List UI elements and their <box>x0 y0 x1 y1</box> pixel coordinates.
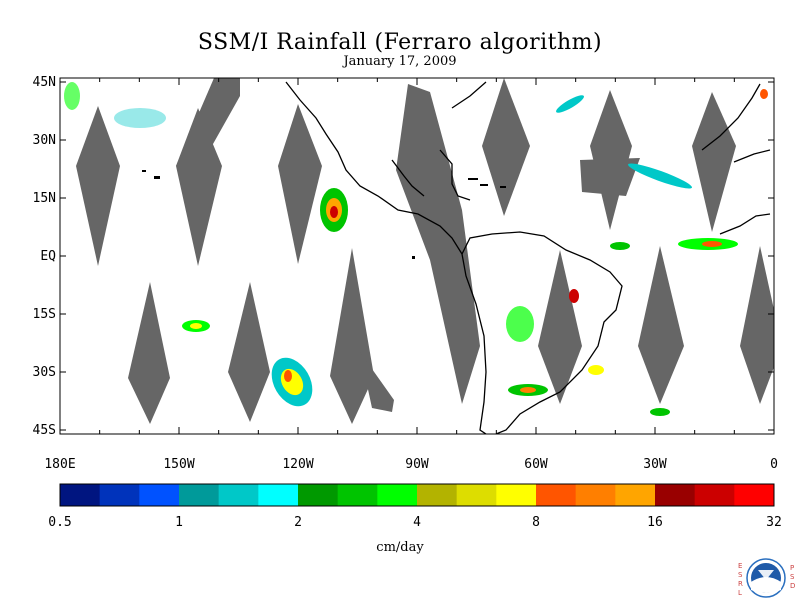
lon-label: 30W <box>643 457 667 472</box>
lon-label: 0 <box>770 457 778 472</box>
colorbar-swatch <box>218 484 259 506</box>
logo-letter-p: P <box>790 564 795 572</box>
colorbar-tick-labels: 0.5 1 2 4 8 16 32 <box>48 515 782 530</box>
islands <box>142 170 506 259</box>
map-subtitle: January 17, 2009 <box>343 54 457 69</box>
colorbar-tick-label: 32 <box>766 515 782 530</box>
rainfall-cells <box>64 82 768 416</box>
colorbar-units: cm/day <box>376 540 424 555</box>
longitude-axis: 180E 150W 120W 90W 60W 30W 0 <box>44 78 778 472</box>
colorbar-swatch <box>179 484 220 506</box>
colorbar-swatch <box>536 484 577 506</box>
logo-letter-r: R <box>738 580 743 588</box>
colorbar-swatch <box>60 484 101 506</box>
logo-letter-e: E <box>738 562 743 570</box>
swath-gaps <box>76 78 774 424</box>
colorbar-swatch <box>139 484 180 506</box>
colorbar-swatch <box>575 484 616 506</box>
logo-letter-s: S <box>738 571 743 579</box>
colorbar-swatch <box>694 484 735 506</box>
map-area <box>60 78 774 434</box>
logo-letter-l: L <box>738 589 742 597</box>
lon-label: 150W <box>163 457 194 472</box>
colorbar-swatch <box>417 484 458 506</box>
lon-label: 60W <box>524 457 548 472</box>
lat-label: 30S <box>33 365 56 380</box>
logo-letter-d: D <box>790 582 796 590</box>
lon-label: 180E <box>44 457 75 472</box>
coastlines <box>285 81 771 434</box>
lat-label: 45N <box>33 75 56 90</box>
colorbar-tick-label: 0.5 <box>48 515 71 530</box>
colorbar-swatch <box>298 484 339 506</box>
colorbar-tick-label: 4 <box>413 515 421 530</box>
lat-label: EQ <box>40 249 56 264</box>
colorbar-swatch <box>496 484 537 506</box>
lat-label: 15S <box>33 307 56 322</box>
lat-label: 30N <box>33 133 56 148</box>
colorbar-swatch <box>337 484 378 506</box>
colorbar-swatch <box>99 484 140 506</box>
colorbar-tick-label: 2 <box>294 515 302 530</box>
latitude-axis: 45N 30N 15N EQ 15S 30S 45S <box>33 75 774 438</box>
lat-label: 45S <box>33 423 56 438</box>
colorbar-swatch <box>377 484 418 506</box>
noaa-logo: E S R L P S D <box>736 556 796 600</box>
colorbar-tick-label: 16 <box>647 515 663 530</box>
logo-letter-s2: S <box>790 573 795 581</box>
colorbar-tick-label: 1 <box>175 515 183 530</box>
colorbar-swatch <box>456 484 497 506</box>
noaa-emblem-icon <box>746 558 786 598</box>
lat-label: 15N <box>33 191 56 206</box>
colorbar-swatch <box>615 484 656 506</box>
colorbar-swatch <box>734 484 775 506</box>
lon-label: 90W <box>405 457 429 472</box>
lon-label: 120W <box>282 457 313 472</box>
colorbar-swatch <box>258 484 299 506</box>
map-title: SSM/I Rainfall (Ferraro algorithm) <box>197 30 603 55</box>
colorbar-swatch <box>655 484 696 506</box>
colorbar-tick-label: 8 <box>532 515 540 530</box>
colorbar-frame <box>59 483 775 507</box>
colorbar <box>59 483 775 507</box>
